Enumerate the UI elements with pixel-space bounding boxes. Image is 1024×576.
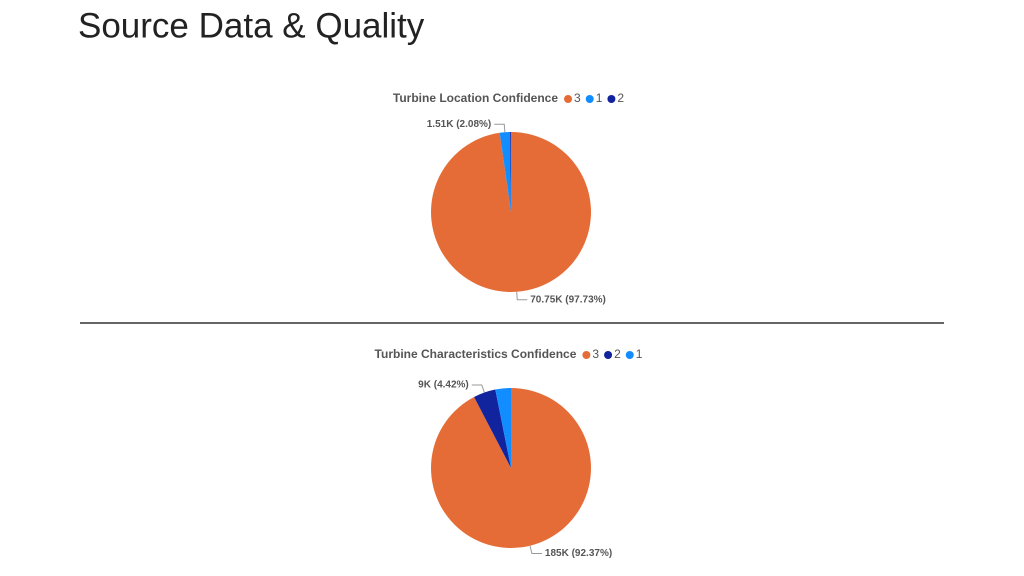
legend-label: 1 [596, 91, 603, 105]
legend-marker [625, 351, 634, 359]
pie-slice [474, 389, 511, 468]
leader-line [516, 291, 528, 301]
pie-slice [495, 388, 511, 468]
legend-marker [607, 95, 616, 103]
legend-marker [564, 95, 573, 103]
data-label: 70.75K (97.73%) [530, 294, 606, 305]
legend-label: 2 [617, 91, 624, 105]
data-label: 185K (92.37%) [545, 548, 612, 559]
slide-title: Source Data & Quality [78, 6, 425, 45]
data-label: 9K (4.42%) [418, 380, 469, 391]
legend-marker [585, 95, 594, 103]
leader-line [471, 384, 485, 393]
legend-label: 3 [574, 91, 581, 105]
legend-label: 3 [592, 347, 599, 361]
legend-marker [582, 351, 591, 359]
leader-line [494, 123, 506, 133]
chart-title: Turbine Characteristics Confidence [375, 347, 577, 361]
leader-line [529, 545, 542, 554]
pie-slice [499, 132, 511, 212]
chart-title: Turbine Location Confidence [393, 91, 558, 105]
legend-label: 1 [636, 347, 643, 361]
legend-label: 2 [614, 347, 621, 361]
pie-slice [431, 132, 592, 293]
legend-marker [604, 351, 613, 359]
data-label: 1.51K (2.08%) [427, 119, 491, 130]
pie-slice [510, 132, 511, 212]
